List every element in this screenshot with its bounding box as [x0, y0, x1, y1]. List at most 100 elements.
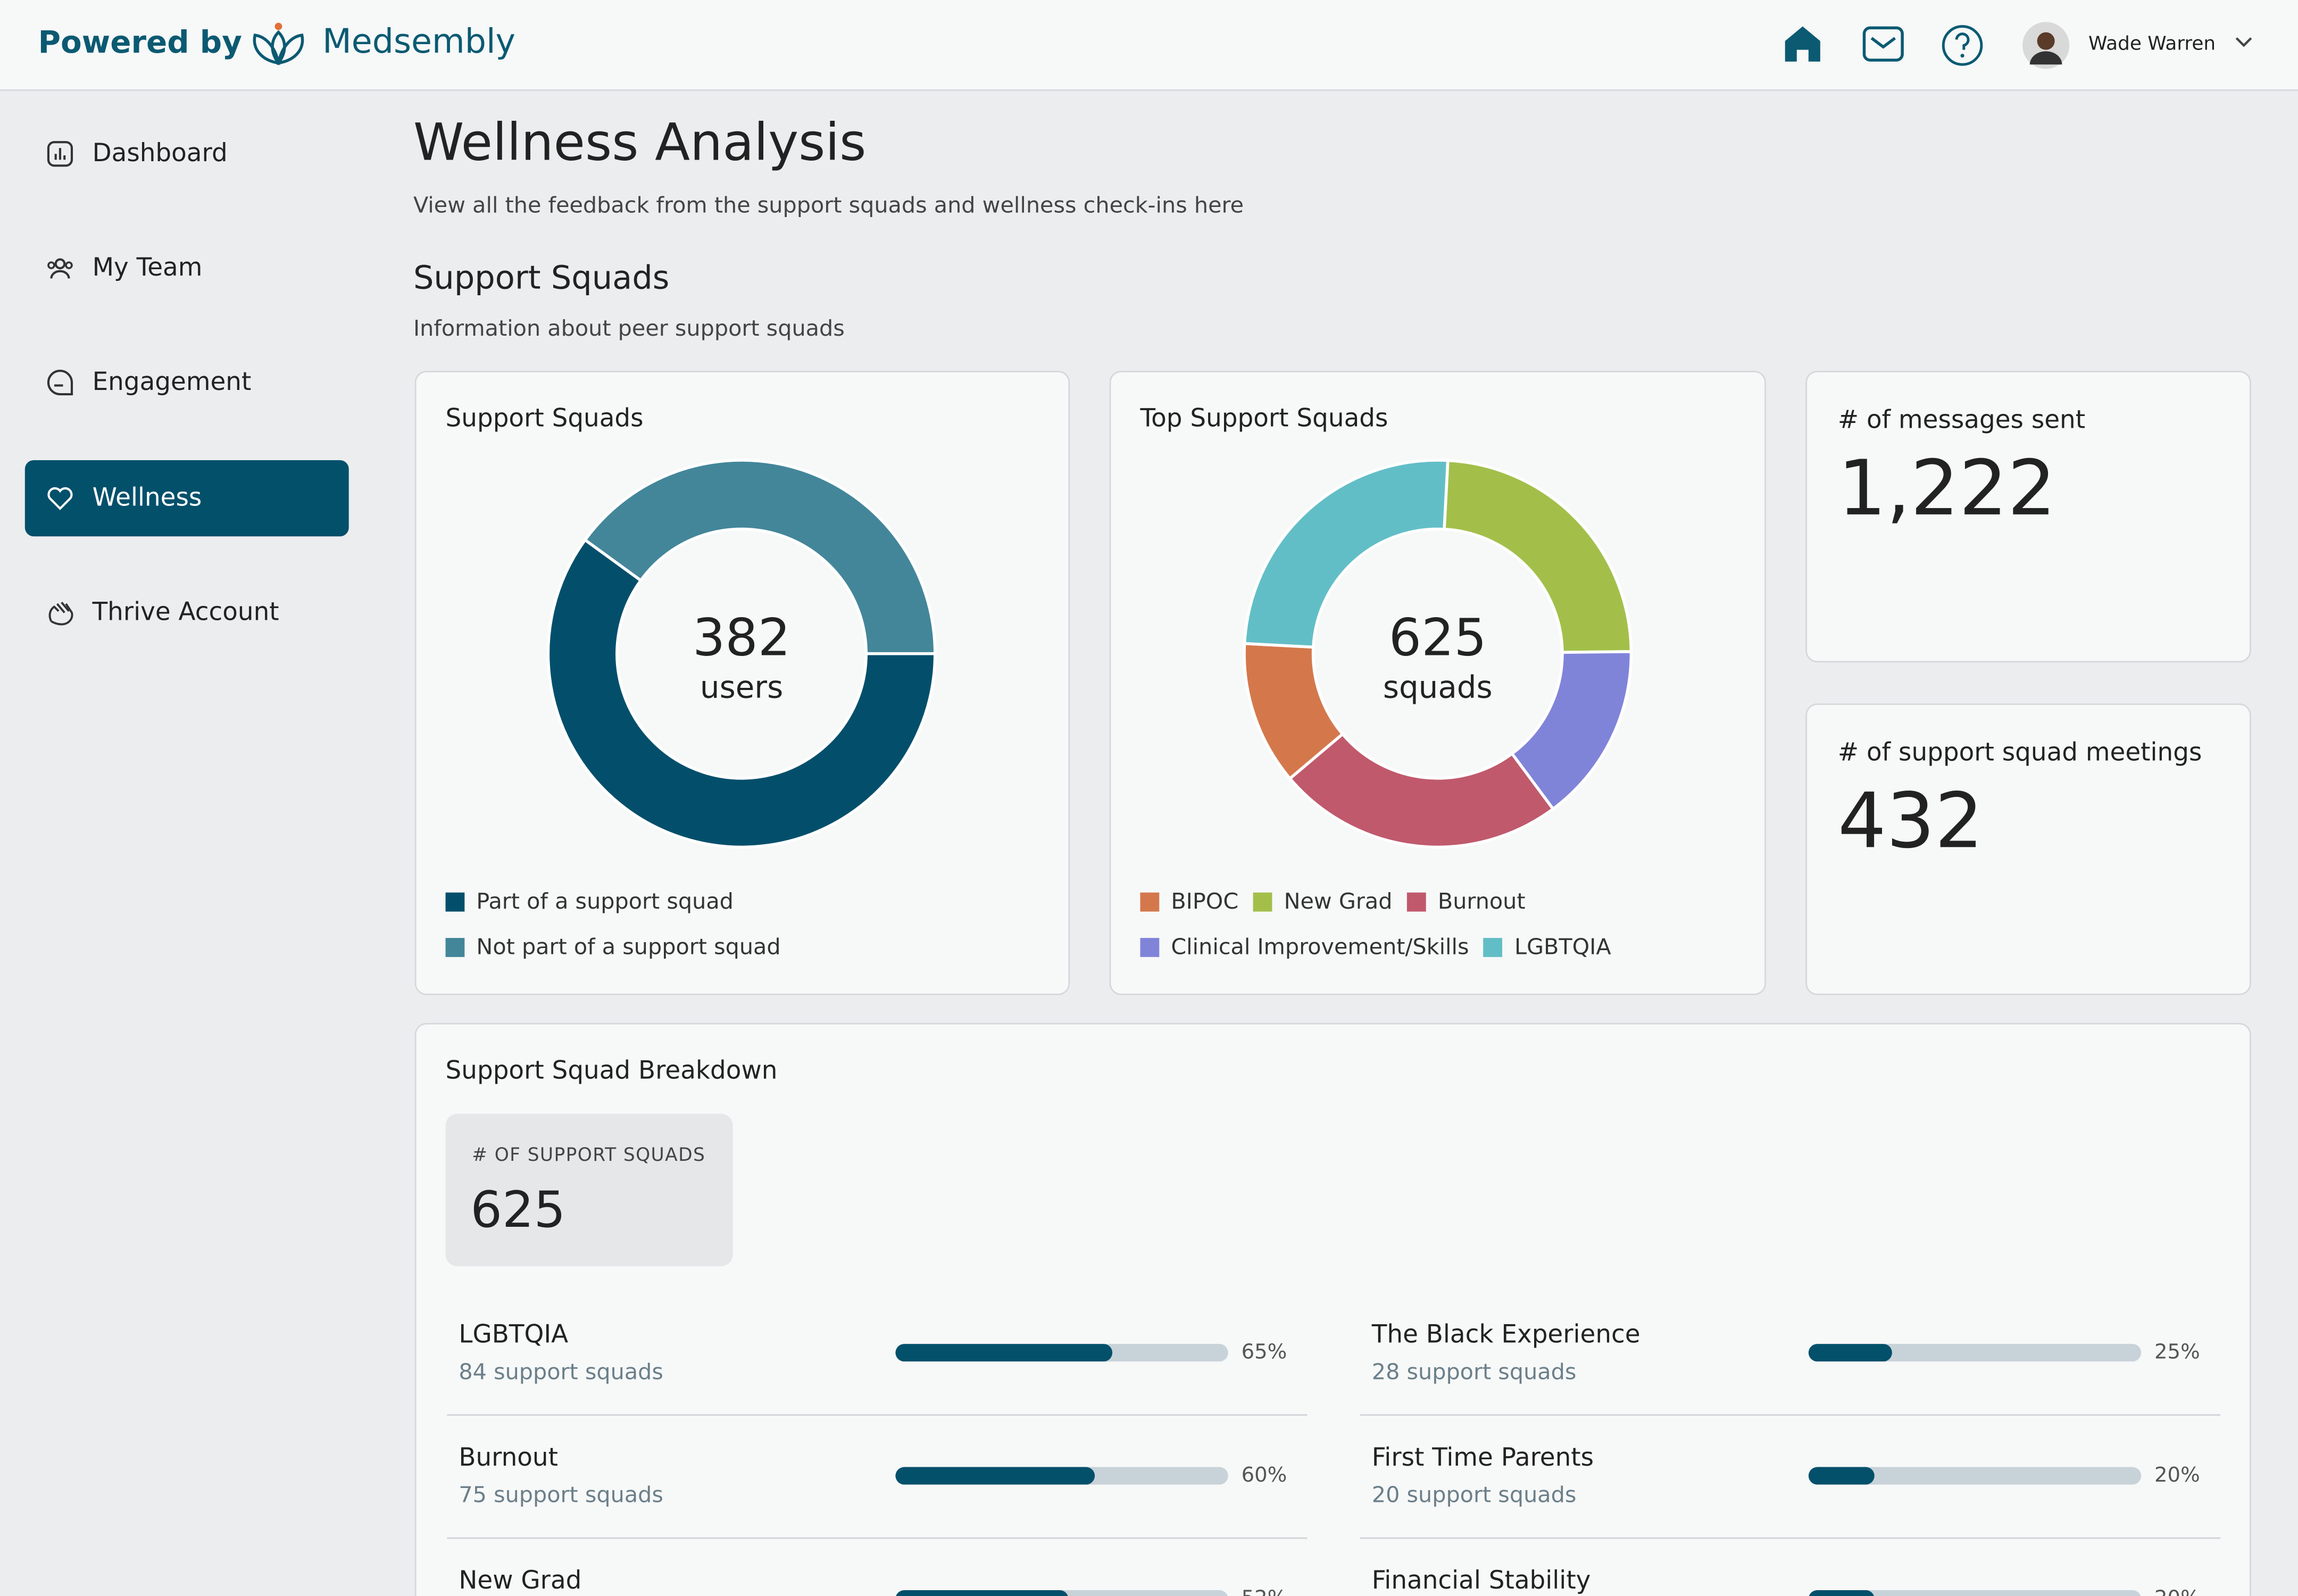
progress-track — [895, 1344, 1228, 1362]
stat-label: # of support squad meetings — [1837, 738, 2202, 768]
progress-bar — [1808, 1344, 1892, 1362]
nav-icon — [48, 601, 73, 626]
nav-item[interactable]: Wellness — [24, 460, 349, 537]
page-subtitle: View all the feedback from the support s… — [413, 192, 1244, 219]
breakdown-card: Support Squad Breakdown # OF SUPPORT SQU… — [414, 1023, 2251, 1596]
stat-value: 432 — [1837, 778, 1984, 867]
item-pct: 20% — [2154, 1587, 2200, 1596]
row-divider — [1360, 1537, 2220, 1539]
section-subtitle: Information about peer support squads — [413, 315, 845, 342]
kpi-label: # OF SUPPORT SQUADS — [472, 1143, 706, 1166]
legend-label: Clinical Improvement/Skills — [1171, 933, 1469, 960]
kpi-value: 625 — [470, 1181, 566, 1240]
chart-title: Top Support Squads — [1140, 404, 1388, 434]
item-name: First Time Parents — [1371, 1443, 1594, 1473]
item-count: 28 support squads — [1371, 1358, 1577, 1385]
legend-item: LGBTQIA — [1484, 934, 1611, 960]
nav-icon — [47, 258, 73, 279]
item-name: Financial Stability — [1371, 1566, 1591, 1596]
item-name: Burnout — [459, 1443, 559, 1473]
legend-item: Clinical Improvement/Skills — [1140, 934, 1469, 960]
progress-track — [1808, 1467, 2142, 1485]
legend-swatch — [1140, 937, 1160, 957]
progress-bar — [895, 1467, 1095, 1485]
legend-label: New Grad — [1284, 888, 1393, 915]
item-pct: 65% — [1241, 1341, 1287, 1365]
legend-item: Part of a support squad — [445, 888, 886, 915]
legend-swatch — [1484, 937, 1503, 957]
brand: Medsembly — [322, 23, 516, 62]
item-name: LGBTQIA — [459, 1320, 569, 1350]
legend-item: Burnout — [1407, 888, 1526, 915]
stat-card: # of messages sent 1,222 — [1805, 370, 2251, 663]
logo — [253, 22, 304, 66]
center-value: 382 — [693, 608, 790, 667]
progress-track — [1808, 1590, 2142, 1596]
header: Powered by Medsembly Wade Warren — [0, 0, 2298, 91]
brand-prefix: Powered by — [38, 24, 242, 60]
item-name: The Black Experience — [1371, 1320, 1641, 1350]
item-count: 84 support squads — [459, 1358, 663, 1385]
legend-label: Part of a support squad — [476, 888, 734, 915]
avatar[interactable] — [2021, 21, 2071, 71]
help-icon[interactable] — [1941, 23, 1985, 68]
nav-item[interactable]: Thrive Account — [25, 575, 349, 651]
legend-swatch — [1140, 892, 1160, 911]
nav-label[interactable]: My Team — [92, 253, 203, 283]
nav-label[interactable]: Dashboard — [92, 139, 228, 169]
progress-bar — [895, 1344, 1112, 1362]
breakdown-title: Support Squad Breakdown — [445, 1057, 778, 1086]
legend-swatch — [445, 937, 465, 957]
center-label: users — [700, 669, 783, 705]
legend-label: BIPOC — [1171, 888, 1239, 915]
legend-swatch — [445, 892, 465, 911]
legend-item: New Grad — [1253, 888, 1393, 915]
mail-icon[interactable] — [1861, 23, 1905, 64]
legend-swatch — [1253, 892, 1272, 911]
progress-bar — [1808, 1467, 1875, 1485]
legend-item: BIPOC — [1140, 888, 1238, 915]
progress-track — [895, 1467, 1228, 1485]
donut-segment — [1443, 459, 1633, 654]
center-label: squads — [1383, 669, 1493, 705]
nav-item[interactable]: My Team — [25, 230, 349, 306]
donut-segment — [1243, 459, 1450, 649]
user-name[interactable]: Wade Warren — [2088, 34, 2216, 56]
nav-label[interactable]: Engagement — [92, 368, 252, 397]
nav-label[interactable]: Wellness — [92, 484, 202, 513]
legend: Part of a support squad Not part of a sup… — [445, 888, 886, 960]
home-icon[interactable] — [1782, 23, 1823, 64]
nav-label[interactable]: Thrive Account — [92, 597, 279, 628]
stat-label: # of messages sent — [1837, 406, 2086, 436]
nav-item[interactable]: Dashboard — [25, 116, 349, 192]
item-pct: 20% — [2154, 1464, 2200, 1488]
progress-track — [1808, 1344, 2142, 1362]
progress-bar — [1808, 1590, 1875, 1596]
legend-item: Not part of a support squad — [445, 933, 886, 960]
legend-label: Burnout — [1437, 888, 1526, 915]
legend-label: Not part of a support squad — [476, 933, 781, 960]
nav-icon — [47, 369, 73, 396]
section-title: Support Squads — [413, 261, 670, 298]
item-name: New Grad — [459, 1566, 582, 1596]
item-pct: 60% — [1241, 1464, 1287, 1488]
donut-segment — [1288, 732, 1555, 849]
row-divider — [1360, 1414, 2220, 1416]
chart-title: Support Squads — [445, 404, 644, 434]
legend: BIPOC New Grad Burnout Clinical Improvement… — [1140, 888, 1623, 960]
nav-item[interactable]: Engagement — [25, 344, 349, 420]
legend-swatch — [1407, 892, 1426, 911]
progress-bar — [895, 1590, 1069, 1596]
stat-value: 1,222 — [1837, 445, 2056, 534]
dropdown-icon[interactable] — [2234, 35, 2254, 50]
nav-icon — [47, 141, 73, 167]
stat-card: # of support squad meetings 432 — [1805, 703, 2251, 995]
item-pct: 25% — [2154, 1341, 2200, 1365]
donut-segment — [583, 459, 937, 655]
row-divider — [447, 1537, 1308, 1539]
item-count: 20 support squads — [1371, 1482, 1577, 1508]
item-count: 75 support squads — [459, 1482, 663, 1508]
